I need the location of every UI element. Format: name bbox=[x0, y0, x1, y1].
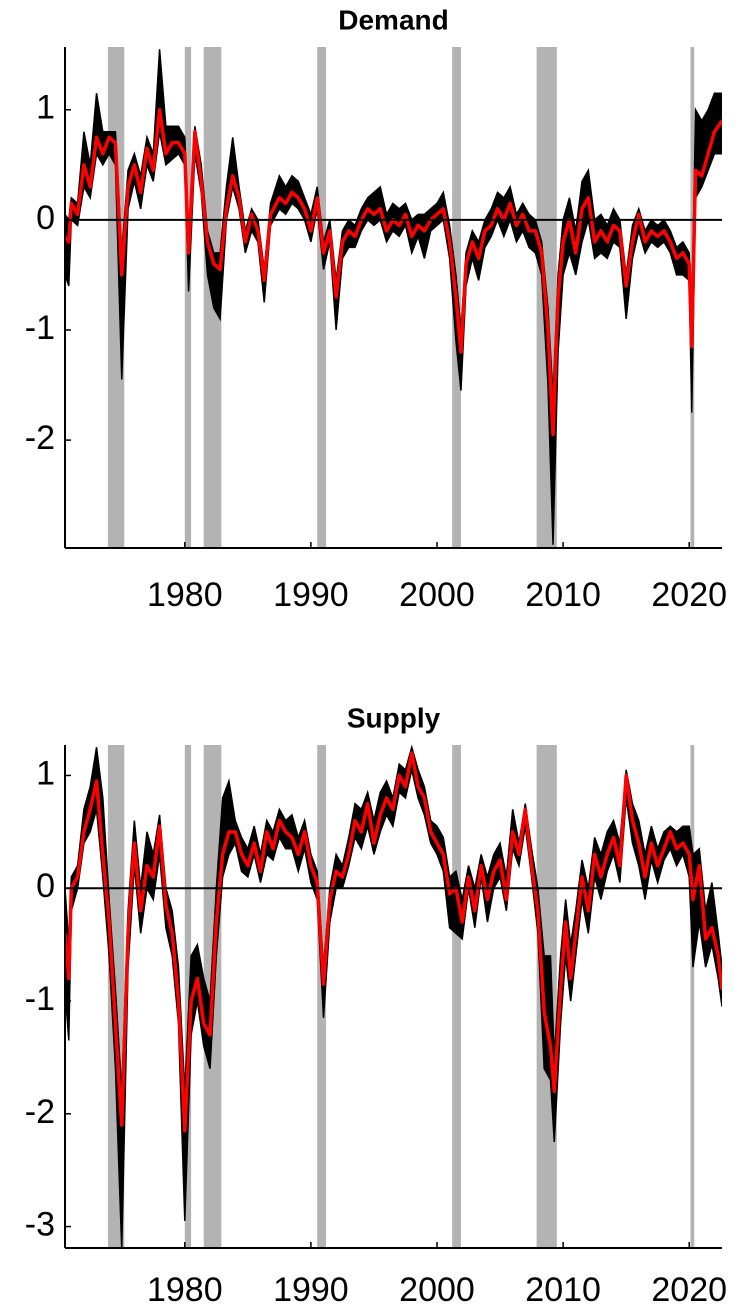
recession-shade bbox=[184, 745, 192, 1248]
recession-shade bbox=[452, 745, 461, 1248]
y-tick-label: -1 bbox=[25, 980, 55, 1018]
range-band bbox=[65, 49, 722, 545]
y-tick-label: 1 bbox=[36, 89, 55, 127]
y-tick-label: 1 bbox=[36, 754, 55, 792]
range-band bbox=[65, 745, 722, 1248]
y-tick-label: -2 bbox=[25, 419, 55, 457]
recession-shade bbox=[317, 47, 327, 548]
y-tick-label: -2 bbox=[25, 1093, 55, 1131]
recession-shade bbox=[690, 745, 695, 1248]
y-tick-label: -1 bbox=[25, 309, 55, 347]
x-tick-label: 1980 bbox=[147, 1271, 223, 1309]
x-tick-label: 2020 bbox=[651, 576, 727, 614]
chart-title: Demand bbox=[338, 4, 448, 35]
chart-title: Supply bbox=[347, 702, 441, 733]
x-tick-label: 1990 bbox=[273, 1271, 349, 1309]
x-tick-label: 2020 bbox=[651, 1271, 727, 1309]
x-tick-label: 2000 bbox=[399, 576, 475, 614]
panel: -2 -1 0 1 1980 1990 2000 2010 2020 Demand bbox=[25, 4, 727, 614]
x-tick-label: 2010 bbox=[525, 1271, 601, 1309]
y-tick-label: -3 bbox=[25, 1206, 55, 1244]
recession-shade bbox=[107, 47, 125, 548]
x-tick-label: 2000 bbox=[399, 1271, 475, 1309]
x-tick-label: 1990 bbox=[273, 576, 349, 614]
panel: -3 -2 -1 0 1 1980 1990 2000 2010 2020 Supply bbox=[25, 702, 727, 1309]
x-tick-label: 1980 bbox=[147, 576, 223, 614]
y-tick-label: 0 bbox=[36, 199, 55, 237]
median-line bbox=[65, 751, 722, 1133]
x-tick-label: 2010 bbox=[525, 576, 601, 614]
median-line bbox=[65, 108, 722, 437]
y-tick-label: 0 bbox=[36, 867, 55, 905]
recession-shade bbox=[184, 47, 192, 548]
